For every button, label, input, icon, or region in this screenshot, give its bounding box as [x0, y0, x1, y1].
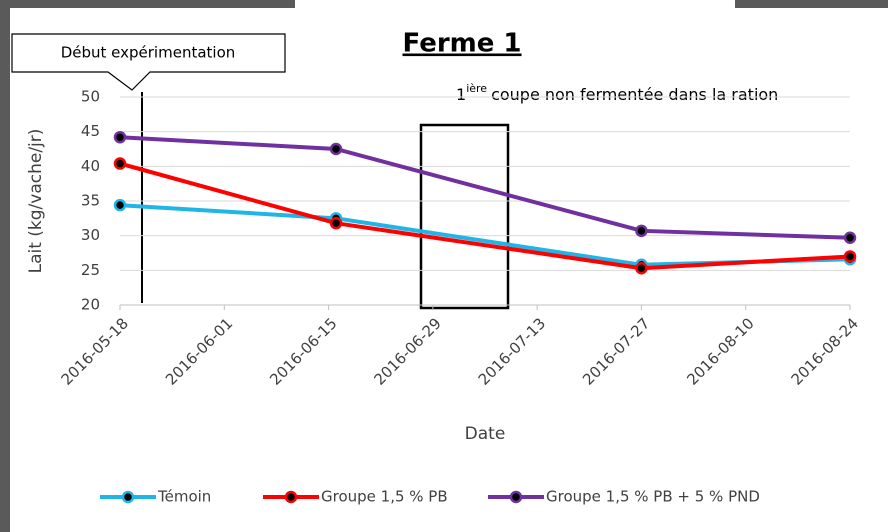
marker	[843, 231, 857, 244]
series-line	[119, 135, 851, 240]
y-tick-label: 20	[81, 296, 100, 314]
y-tick-label: 25	[81, 261, 100, 279]
x-axis-label: Date	[465, 424, 506, 444]
period-box	[419, 123, 510, 310]
marker	[635, 262, 648, 275]
legend-marker	[509, 490, 523, 504]
marker	[113, 198, 127, 212]
callout-text: Début expérimentation	[61, 44, 236, 62]
legend-label: Groupe 1,5 % PB + 5 % PND	[546, 488, 760, 506]
series-line	[119, 161, 851, 271]
legend-label: Témoin	[157, 488, 211, 506]
y-axis-label: Lait (kg/vache/jr)	[26, 129, 46, 274]
marker	[329, 142, 343, 156]
frame-gap	[295, 0, 735, 8]
callout-box	[11, 33, 286, 91]
marker	[843, 250, 857, 263]
y-tick-label: 50	[81, 88, 100, 106]
cut-annotation: 1ière coupe non fermentée dans la ration	[456, 82, 778, 104]
legend-marker	[121, 490, 135, 504]
cut-prefix: 1	[456, 85, 466, 104]
y-tick-label: 45	[81, 122, 100, 140]
marker	[113, 130, 127, 144]
marker	[113, 157, 127, 170]
cut-text: coupe non fermentée dans la ration	[491, 85, 778, 104]
marker	[329, 216, 343, 230]
legend-marker	[284, 490, 298, 504]
marker	[635, 224, 648, 238]
y-tick-label: 30	[81, 226, 100, 244]
y-tick-label: 40	[81, 157, 100, 175]
chart-title: Ferme 1	[402, 29, 521, 59]
y-tick-label: 35	[81, 192, 100, 210]
legend-label: Groupe 1,5 % PB	[321, 488, 448, 506]
cut-superscript: ière	[466, 82, 487, 95]
